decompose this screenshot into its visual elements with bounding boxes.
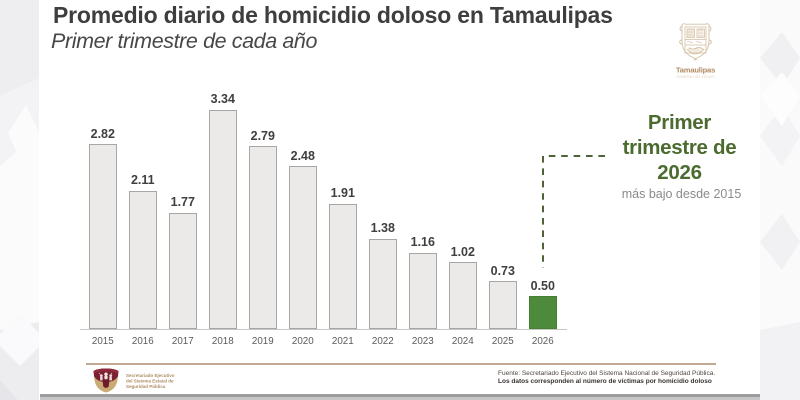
svg-text:Tamaulipas: Tamaulipas xyxy=(676,66,715,75)
svg-text:GOBIERNO DEL ESTADO: GOBIERNO DEL ESTADO xyxy=(677,75,715,79)
